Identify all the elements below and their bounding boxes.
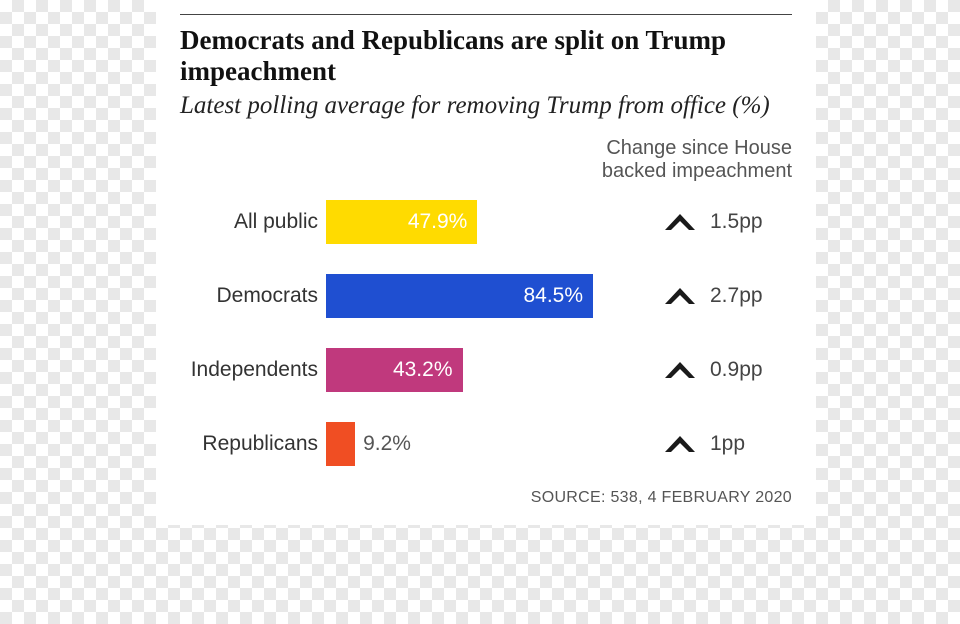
bar-value: 43.2% — [393, 358, 453, 382]
category-label: Republicans — [180, 432, 326, 456]
bar-track: 47.9% — [326, 200, 642, 244]
bar-track: 9.2% — [326, 422, 642, 466]
bar-value: 84.5% — [523, 284, 583, 308]
bar-row: Democrats 84.5% 2.7pp — [180, 267, 792, 325]
change-arrow-icon — [654, 360, 706, 380]
source-line: SOURCE: 538, 4 FEBRUARY 2020 — [180, 489, 792, 507]
change-header-line2: backed impeachment — [602, 160, 792, 182]
bar-value: 9.2% — [355, 422, 411, 466]
change-arrow-icon — [654, 212, 706, 232]
change-value: 2.7pp — [706, 284, 763, 308]
bar-track: 84.5% — [326, 274, 642, 318]
category-label: Democrats — [180, 284, 326, 308]
change-header-line1: Change since House — [606, 137, 792, 159]
chart-title: Democrats and Republicans are split on T… — [180, 25, 792, 87]
chart-subtitle: Latest polling average for removing Trum… — [180, 91, 792, 121]
change-value: 1pp — [706, 432, 745, 456]
change-arrow-icon — [654, 434, 706, 454]
bar-value: 47.9% — [408, 210, 468, 234]
category-label: Independents — [180, 358, 326, 382]
bar-row: Republicans 9.2% 1pp — [180, 415, 792, 473]
category-label: All public — [180, 210, 326, 234]
change-value: 0.9pp — [706, 358, 763, 382]
change-header: Change since House backed impeachment — [180, 137, 792, 183]
chart-container: Democrats and Republicans are split on T… — [156, 0, 816, 525]
bar-row: All public 47.9% 1.5pp — [180, 193, 792, 251]
bar-row: Independents 43.2% 0.9pp — [180, 341, 792, 399]
bar — [326, 422, 355, 466]
bar-rows: All public 47.9% 1.5pp Democrats 84.5% 2… — [180, 193, 792, 473]
top-rule — [180, 14, 792, 15]
bar: 43.2% — [326, 348, 463, 392]
change-arrow-icon — [654, 286, 706, 306]
bar: 84.5% — [326, 274, 593, 318]
change-value: 1.5pp — [706, 210, 763, 234]
bar: 47.9% — [326, 200, 477, 244]
bar-track: 43.2% — [326, 348, 642, 392]
